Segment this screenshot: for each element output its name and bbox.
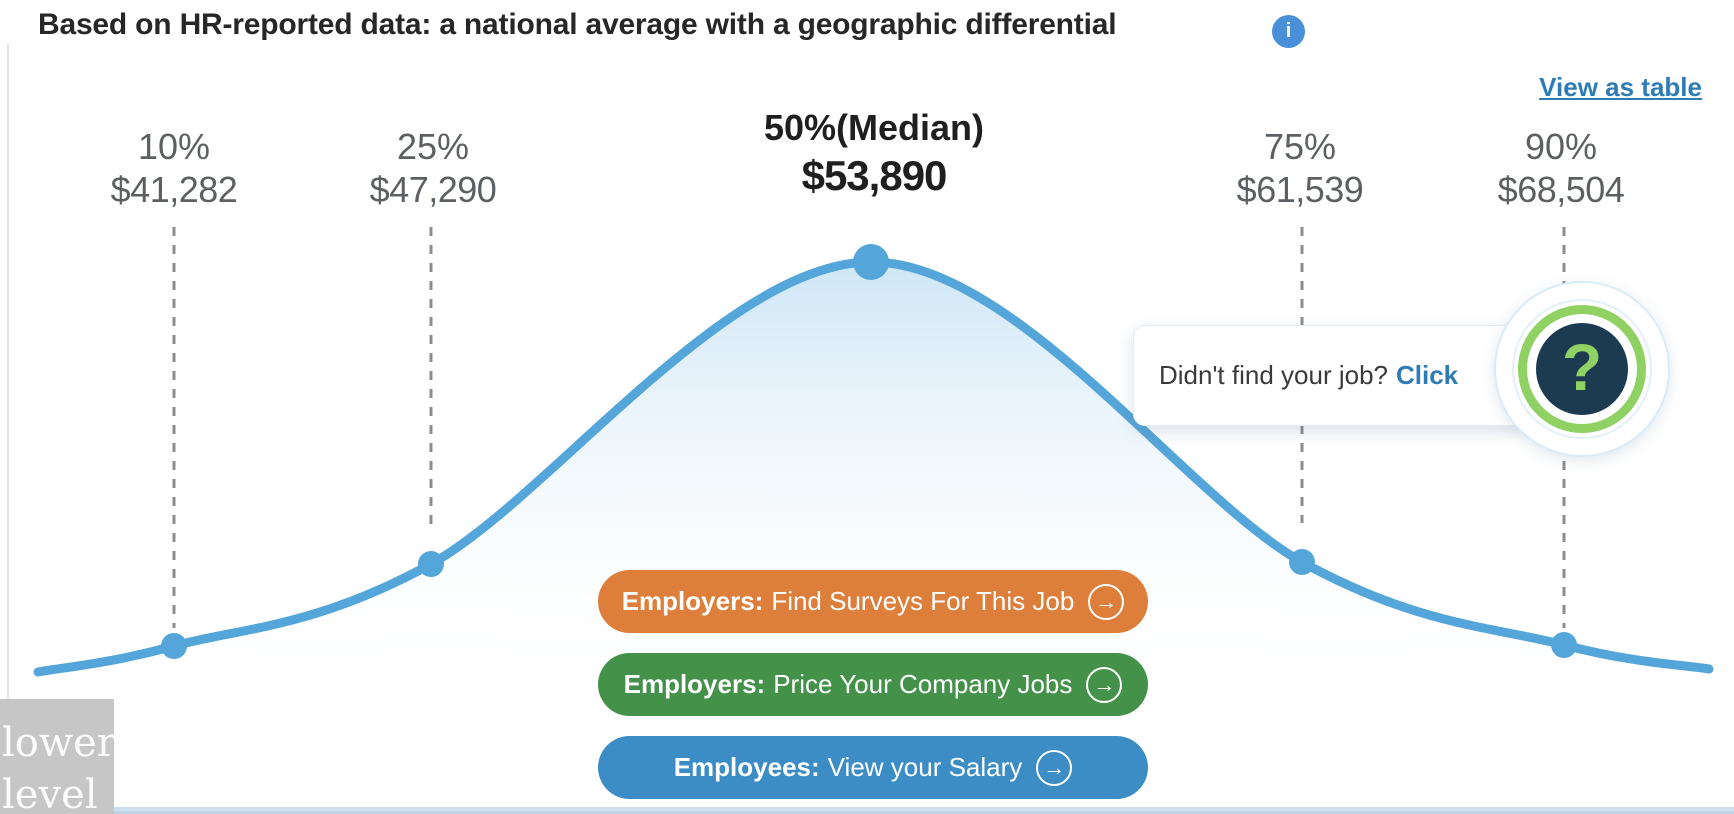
didnt-find-job-tooltip: Didn't find your job? Click: [1133, 325, 1525, 426]
help-button[interactable]: ?: [1494, 281, 1670, 457]
bottom-divider-shade: [0, 811, 1734, 814]
section-title: Based on HR-reported data: a national av…: [38, 8, 1117, 41]
cta-prefix: Employees:: [673, 752, 820, 782]
question-mark-icon[interactable]: ?: [1536, 323, 1628, 415]
percentile-25: 25% $47,290: [370, 126, 497, 212]
watermark-line1: lower: [2, 720, 114, 766]
cta-label: Find Surveys For This Job: [771, 586, 1075, 616]
percentile-75-salary: $61,539: [1236, 169, 1364, 210]
cta-label: Price Your Company Jobs: [773, 669, 1073, 699]
percentile-50-label: 50%(Median): [763, 107, 985, 148]
percentile-90: 90% $68,504: [1498, 126, 1625, 212]
cta-prefix: Employers:: [621, 586, 764, 616]
cta-label: View your Salary: [827, 752, 1023, 782]
arrow-right-icon: →: [1088, 583, 1125, 620]
employees-view-salary-button[interactable]: Employees: View your Salary →: [598, 736, 1148, 799]
percentile-10: 10% $41,282: [111, 126, 238, 212]
arrow-right-icon: →: [1086, 666, 1123, 703]
help-mid-ring: ?: [1512, 299, 1652, 439]
percentile-10-salary: $41,282: [110, 169, 238, 210]
employers-price-jobs-button[interactable]: Employers: Price Your Company Jobs →: [598, 653, 1148, 716]
card-left-border: [7, 44, 9, 814]
question-mark-glyph: ?: [1561, 330, 1603, 404]
percentile-10-label: 10%: [137, 126, 211, 167]
watermark-line2: level: [2, 772, 98, 814]
help-green-ring: ?: [1518, 305, 1646, 433]
percentile-90-label: 90%: [1524, 126, 1598, 167]
help-outer-ring: ?: [1494, 281, 1670, 457]
percentile-50-salary: $53,890: [801, 152, 948, 199]
cta-prefix: Employers:: [623, 669, 766, 699]
tooltip-text: Didn't find your job?: [1159, 360, 1388, 390]
percentile-75: 75% $61,539: [1237, 126, 1364, 212]
percentile-25-salary: $47,290: [369, 169, 497, 210]
lower-level-watermark: lower level: [0, 699, 114, 814]
tooltip-click-link[interactable]: Click: [1396, 360, 1459, 390]
info-icon[interactable]: i: [1272, 15, 1305, 48]
percentile-90-salary: $68,504: [1497, 169, 1625, 210]
bottom-divider: [0, 807, 1734, 811]
percentile-25-label: 25%: [396, 126, 470, 167]
view-as-table-link[interactable]: View as table: [1539, 72, 1702, 102]
percentile-50-median: 50%(Median) $53,890: [764, 106, 984, 202]
percentile-75-label: 75%: [1263, 126, 1337, 167]
employers-find-surveys-button[interactable]: Employers: Find Surveys For This Job →: [598, 570, 1148, 633]
arrow-right-icon: →: [1036, 749, 1073, 786]
